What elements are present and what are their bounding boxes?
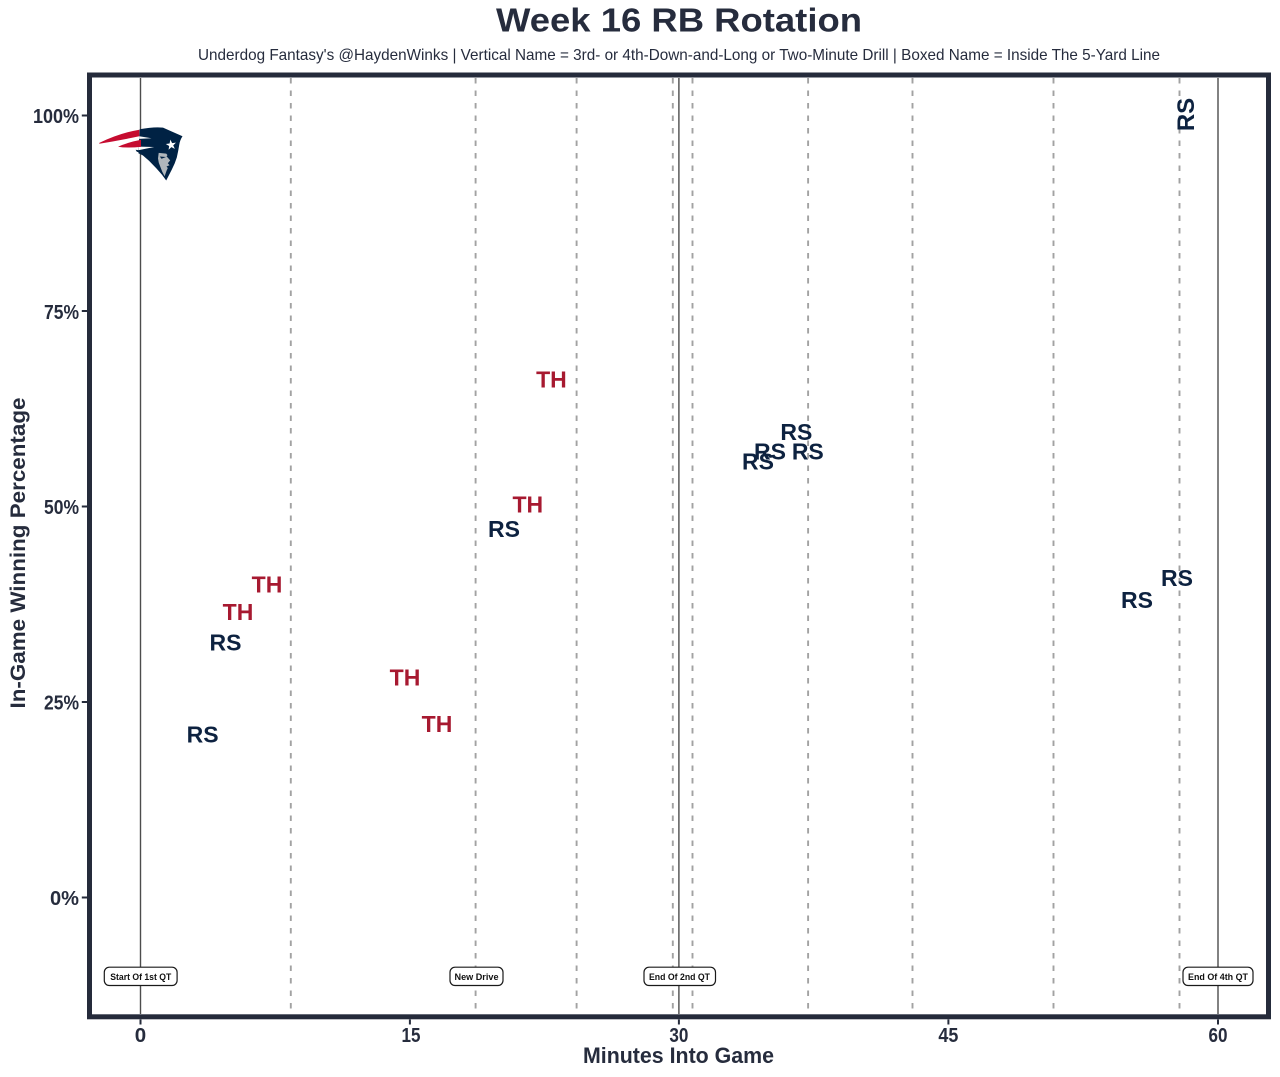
svg-text:RS: RS xyxy=(1121,587,1153,613)
svg-text:TH: TH xyxy=(390,665,421,691)
svg-text:RS: RS xyxy=(792,439,824,465)
svg-text:RS: RS xyxy=(210,630,242,656)
svg-text:30: 30 xyxy=(669,1024,688,1047)
svg-text:In-Game Winning Percentage: In-Game Winning Percentage xyxy=(6,397,30,708)
svg-text:75%: 75% xyxy=(44,301,79,324)
svg-text:Start Of 1st QT: Start Of 1st QT xyxy=(110,972,171,983)
svg-text:RS: RS xyxy=(780,419,812,445)
svg-text:0: 0 xyxy=(135,1024,146,1047)
svg-text:New Drive: New Drive xyxy=(455,972,499,983)
svg-text:50%: 50% xyxy=(44,496,79,519)
svg-text:Week 16 RB Rotation: Week 16 RB Rotation xyxy=(496,2,862,39)
svg-text:Underdog Fantasy's @HaydenWink: Underdog Fantasy's @HaydenWinks | Vertic… xyxy=(198,47,1160,64)
svg-text:TH: TH xyxy=(536,367,567,393)
svg-text:RS: RS xyxy=(742,449,774,475)
svg-text:45: 45 xyxy=(938,1024,958,1047)
svg-text:TH: TH xyxy=(512,492,543,518)
svg-text:60: 60 xyxy=(1209,1024,1228,1047)
svg-text:TH: TH xyxy=(223,599,254,625)
svg-text:TH: TH xyxy=(252,572,283,598)
svg-text:100%: 100% xyxy=(33,105,79,128)
svg-text:RS: RS xyxy=(754,439,786,465)
svg-text:Minutes Into Game: Minutes Into Game xyxy=(583,1043,774,1068)
svg-text:End Of 2nd QT: End Of 2nd QT xyxy=(649,972,710,983)
svg-text:RS: RS xyxy=(1173,98,1200,131)
svg-text:RS: RS xyxy=(488,516,520,542)
svg-text:TH: TH xyxy=(422,711,453,737)
svg-text:End Of 4th QT: End Of 4th QT xyxy=(1188,972,1248,983)
svg-text:0%: 0% xyxy=(50,887,79,910)
svg-text:25%: 25% xyxy=(44,692,79,715)
svg-text:15: 15 xyxy=(402,1024,421,1047)
svg-text:RS: RS xyxy=(187,722,219,748)
svg-text:RS: RS xyxy=(1161,565,1193,591)
